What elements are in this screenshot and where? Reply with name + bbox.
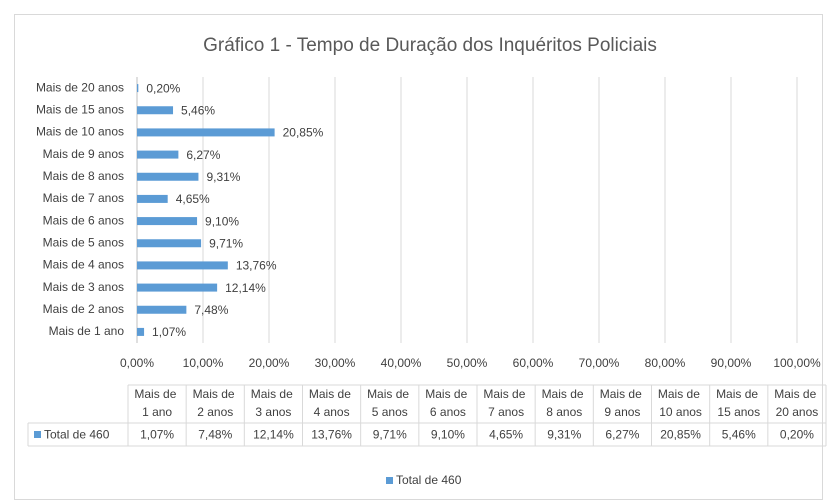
table-column-header: Mais de 9 anos (600, 387, 645, 419)
y-tick-label: Mais de 8 anos (43, 169, 124, 183)
x-tick-label: 80,00% (645, 356, 686, 370)
data-label: 5,46% (181, 103, 215, 117)
table-column-header: Mais de 6 anos (425, 387, 470, 419)
table-cell: 7,48% (198, 428, 232, 442)
bar (137, 84, 139, 93)
data-label: 9,71% (209, 236, 243, 250)
table-cell: 13,76% (311, 428, 352, 442)
x-tick-label: 100,00% (773, 356, 821, 370)
table-column-header: Mais de 10 anos (658, 387, 703, 419)
bar (137, 327, 145, 336)
table-cell: 6,27% (605, 428, 639, 442)
y-tick-label: Mais de 1 ano (49, 324, 125, 338)
table-column-header: Mais de 20 anos (774, 387, 819, 419)
data-label: 0,20% (146, 81, 180, 95)
bar (137, 305, 187, 314)
bar (137, 128, 275, 137)
data-label: 12,14% (225, 281, 266, 295)
table-cell: 1,07% (140, 428, 174, 442)
bar (137, 150, 179, 159)
bar (137, 239, 202, 248)
table-row-header: Total de 460 (44, 428, 110, 442)
x-tick-label: 20,00% (249, 356, 290, 370)
bar (137, 172, 199, 181)
bar (137, 261, 228, 270)
x-tick-label: 50,00% (447, 356, 488, 370)
bar (137, 283, 218, 292)
table-cell: 4,65% (489, 428, 523, 442)
chart-title: Gráfico 1 - Tempo de Duração dos Inquéri… (203, 35, 657, 56)
x-tick-label: 70,00% (579, 356, 620, 370)
data-label: 1,07% (152, 325, 186, 339)
y-tick-label: Mais de 3 anos (43, 280, 124, 294)
table-cell: 5,46% (722, 428, 756, 442)
data-label: 9,31% (206, 170, 240, 184)
table-column-header: Mais de 2 anos (193, 387, 238, 419)
bar (137, 106, 174, 115)
y-tick-label: Mais de 10 anos (36, 125, 124, 139)
table-column-header: Mais de 1 ano (134, 387, 179, 419)
table-column-header: Mais de 8 anos (542, 387, 587, 419)
x-tick-label: 30,00% (315, 356, 356, 370)
y-tick-label: Mais de 2 anos (43, 302, 124, 316)
x-tick-label: 60,00% (513, 356, 554, 370)
data-label: 4,65% (176, 192, 210, 206)
y-tick-label: Mais de 6 anos (43, 213, 124, 227)
data-label: 20,85% (283, 126, 324, 140)
legend-key (386, 477, 393, 484)
table-column-header: Mais de 4 anos (309, 387, 354, 419)
table-column-header: Mais de 5 anos (367, 387, 412, 419)
table-cell: 9,71% (373, 428, 407, 442)
y-tick-label: Mais de 4 anos (43, 258, 124, 272)
y-tick-label: Mais de 9 anos (43, 147, 124, 161)
y-tick-label: Mais de 20 anos (36, 80, 124, 94)
data-label: 13,76% (236, 259, 277, 273)
y-tick-label: Mais de 5 anos (43, 235, 124, 249)
bar (137, 194, 168, 203)
table-cell: 9,31% (547, 428, 581, 442)
x-tick-label: 40,00% (381, 356, 422, 370)
y-tick-label: Mais de 15 anos (36, 102, 124, 116)
y-tick-label: Mais de 7 anos (43, 191, 124, 205)
legend-label: Total de 460 (396, 473, 462, 487)
x-tick-label: 0,00% (120, 356, 154, 370)
data-label: 9,10% (205, 214, 239, 228)
table-cell: 9,10% (431, 428, 465, 442)
bar (137, 217, 198, 226)
table-cell: 0,20% (780, 428, 814, 442)
legend-key (34, 431, 41, 438)
x-tick-label: 10,00% (183, 356, 224, 370)
table-column-header: Mais de 3 anos (251, 387, 296, 419)
table-column-header: Mais de 15 anos (716, 387, 761, 419)
data-label: 6,27% (186, 148, 220, 162)
x-tick-label: 90,00% (711, 356, 752, 370)
data-label: 7,48% (194, 303, 228, 317)
table-cell: 12,14% (253, 428, 294, 442)
table-column-header: Mais de 7 anos (483, 387, 528, 419)
table-cell: 20,85% (660, 428, 701, 442)
